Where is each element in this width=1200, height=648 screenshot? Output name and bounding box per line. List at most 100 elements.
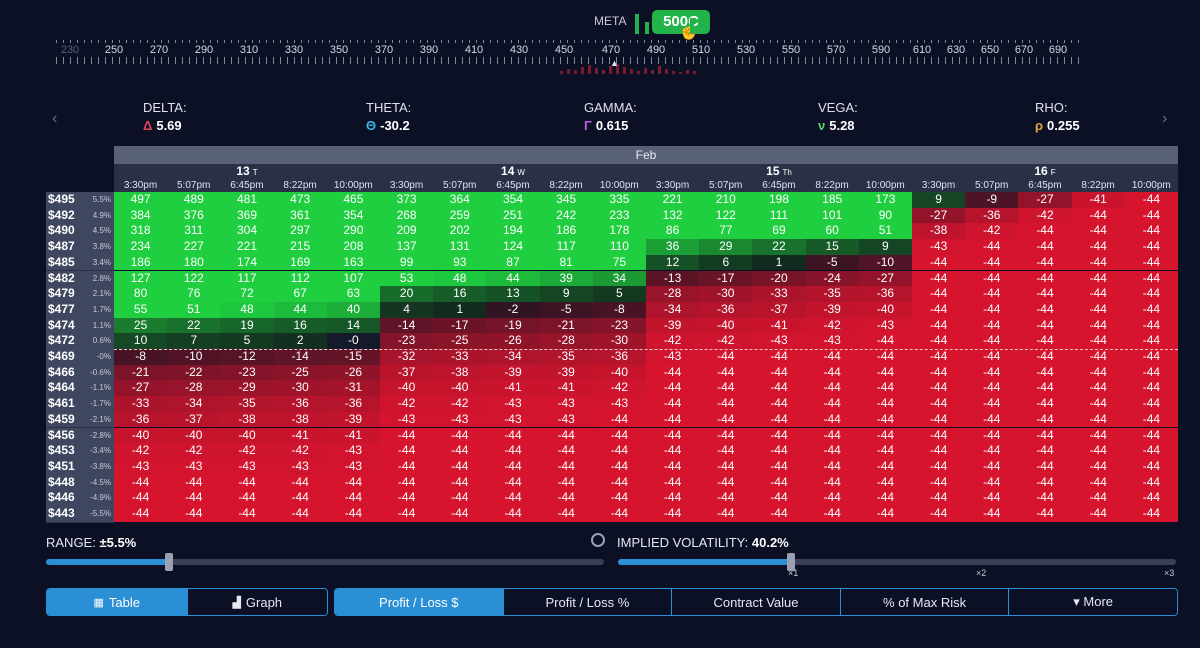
greek-name: GAMMA:	[584, 100, 637, 115]
contract-value-button[interactable]: Contract Value	[672, 589, 841, 615]
strike-label[interactable]: 670	[1014, 44, 1034, 56]
profit-loss-dollar-button[interactable]: Profit / Loss $	[335, 589, 504, 615]
price-row: $469 -0%	[46, 349, 114, 366]
pl-cell: 131	[433, 239, 487, 255]
pl-cell: -44	[699, 364, 753, 381]
pl-cell: 465	[326, 192, 380, 208]
strike-label[interactable]: 630	[946, 44, 966, 56]
pl-cell: -44	[1018, 364, 1072, 381]
pl-cell: -44	[1124, 458, 1178, 475]
pl-cell: -30	[592, 333, 646, 349]
price-change-pct: -3.8%	[90, 461, 111, 471]
strike-label[interactable]: 690	[1048, 44, 1068, 56]
pl-cell: 2	[273, 333, 327, 349]
strike-label[interactable]: 530	[736, 44, 756, 56]
strike-label[interactable]: 610	[912, 44, 932, 56]
strike-label[interactable]: 330	[284, 44, 304, 56]
pl-cell: -14	[273, 349, 327, 365]
greek-delta: DELTA: Δ 5.69	[143, 100, 187, 133]
iv-slider-handle[interactable]	[786, 553, 795, 571]
strike-label[interactable]: 470	[601, 44, 621, 56]
strike-label[interactable]: 570	[826, 44, 846, 56]
strike-ruler[interactable]: 230 250 270 290 310 330 350 370 390 410 430 450 470 4…	[56, 36, 1080, 66]
pl-cell: 67	[273, 286, 327, 302]
strike-label[interactable]: 490	[646, 44, 666, 56]
pl-cell: -44	[699, 411, 753, 428]
month-header: Feb	[114, 146, 1178, 164]
pl-cell: -44	[273, 506, 327, 522]
pl-cell: 117	[539, 239, 593, 255]
pl-cell: -44	[380, 474, 434, 491]
pl-cell: 169	[273, 254, 327, 271]
strike-label[interactable]: 350	[329, 44, 349, 56]
pl-cell: -44	[380, 506, 434, 522]
greek-value: Δ 5.69	[143, 118, 187, 133]
volume-bar	[567, 69, 570, 74]
pl-cell: -25	[273, 364, 327, 381]
pl-cell: -44	[858, 427, 912, 444]
strike-label[interactable]: 590	[871, 44, 891, 56]
strike-label[interactable]: 390	[419, 44, 439, 56]
strike-label[interactable]: 510	[691, 44, 711, 56]
pl-cell: -44	[805, 506, 859, 522]
hand-cursor-icon: ☝	[678, 20, 700, 41]
max-risk-button[interactable]: % of Max Risk	[840, 589, 1010, 615]
pl-cell: -44	[1071, 270, 1125, 287]
profit-loss-percent-button[interactable]: Profit / Loss %	[503, 589, 673, 615]
pl-cell: -44	[646, 474, 700, 491]
pl-cell: 44	[273, 301, 327, 318]
strike-label[interactable]: 370	[374, 44, 394, 56]
greeks-row: DELTA: Δ 5.69 THETA: Θ -30.2 GAMMA: Γ 0.615 VEGA:…	[40, 100, 1180, 140]
pl-cell: -44	[1071, 458, 1125, 475]
strike-selector[interactable]: META 500C ☝ 2302502702903103303503703904…	[0, 0, 1200, 80]
strike-label[interactable]: 310	[239, 44, 259, 56]
pl-cell: -44	[699, 380, 753, 397]
pl-cell: -44	[114, 474, 168, 491]
strike-label[interactable]: 270	[149, 44, 169, 56]
pl-cell: -44	[1124, 192, 1178, 208]
pl-cell: 194	[486, 223, 540, 240]
day-header-15: 15 Th 3:30pm 5:07pm 6:45pm 8:22pm 10:00pm	[646, 164, 913, 196]
range-slider-handle[interactable]	[164, 553, 173, 571]
price-row: $446 -4.9%	[46, 490, 114, 507]
pl-cell: -44	[1018, 474, 1072, 491]
pl-cell: -44	[646, 506, 700, 522]
strike-label[interactable]: 290	[194, 44, 214, 56]
pl-cell: -8	[592, 301, 646, 318]
pl-cell: -44	[592, 443, 646, 459]
strike-label[interactable]: 410	[464, 44, 484, 56]
iv-slider[interactable]	[618, 553, 1176, 571]
table-view-button[interactable]: ▦ Table	[47, 589, 188, 615]
reset-icon[interactable]	[591, 533, 605, 547]
pl-cell: -38	[433, 364, 487, 381]
prev-arrow-icon[interactable]: ‹	[52, 110, 58, 127]
open-interest-bar	[698, 22, 702, 34]
strike-label[interactable]: 550	[781, 44, 801, 56]
pl-cell: -34	[646, 301, 700, 318]
strike-label[interactable]: 450	[554, 44, 574, 56]
graph-view-button[interactable]: ▟ Graph	[187, 589, 327, 615]
iv-value: 40.2%	[751, 535, 789, 550]
strike-label[interactable]: 430	[509, 44, 529, 56]
strike-label[interactable]: 650	[980, 44, 1000, 56]
strike-label[interactable]: 250	[104, 44, 124, 56]
view-toggle: ▦ Table ▟ Graph	[46, 588, 328, 616]
range-slider[interactable]	[46, 553, 604, 571]
pl-cell: 77	[699, 223, 753, 240]
pl-cell: -44	[1018, 333, 1072, 349]
strike-label[interactable]: 230	[60, 44, 80, 56]
pl-cell: -40	[220, 427, 274, 444]
pl-cell: -35	[805, 286, 859, 302]
pl-cell: -44	[858, 349, 912, 365]
time-label: 8:22pm	[549, 180, 583, 191]
pl-cell: -44	[912, 254, 966, 271]
pl-cell: -44	[1124, 506, 1178, 522]
pl-cell: -44	[273, 474, 327, 491]
pl-cell: -44	[167, 490, 221, 506]
next-arrow-icon[interactable]: ›	[1162, 110, 1168, 127]
more-button[interactable]: ▾ More	[1009, 589, 1177, 615]
pl-cell: -44	[380, 458, 434, 475]
price-row: $461 -1.7%	[46, 396, 114, 413]
pl-cell: -41	[1071, 192, 1125, 208]
pl-cell: -44	[912, 286, 966, 302]
